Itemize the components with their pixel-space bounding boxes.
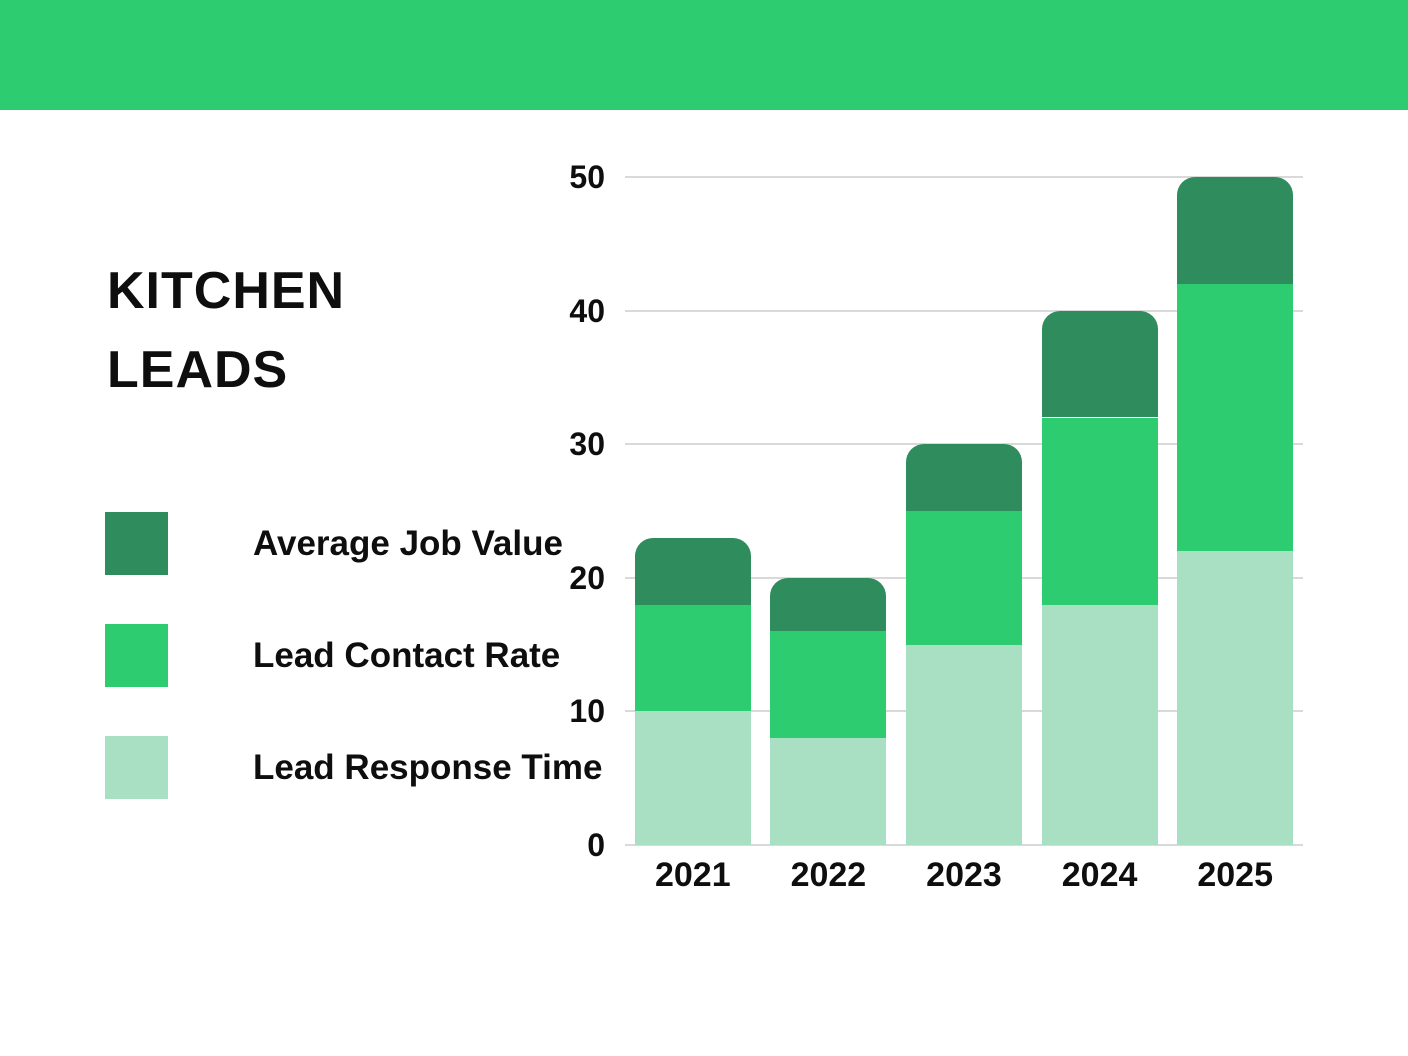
plot-area	[625, 176, 1303, 846]
bar-segment-lead-contact-rate-2022	[770, 631, 887, 739]
bar-segment-lead-contact-rate-2021	[634, 604, 751, 712]
legend-label: Average Job Value	[253, 523, 563, 563]
x-tick-label-2023: 2023	[926, 856, 1002, 894]
header-banner	[0, 0, 1408, 110]
x-tick-label-2022: 2022	[790, 856, 867, 894]
bar-segment-lead-contact-rate-2023	[906, 511, 1022, 645]
y-tick-label-50: 50	[569, 159, 605, 195]
bar-segment-average-job-value-2025	[1177, 177, 1294, 284]
y-tick-label-30: 30	[569, 426, 605, 463]
bar-2021	[634, 177, 751, 845]
x-axis-labels: 2021 2022 2023 2024 2025	[625, 853, 1303, 897]
bar-segment-average-job-value-2022	[770, 577, 887, 632]
page-title-line1: KITCHEN	[107, 262, 346, 320]
bar-segment-lead-response-time-2025	[1177, 551, 1294, 845]
y-tick-label-20: 20	[569, 559, 605, 596]
bar-2023	[906, 177, 1022, 845]
bar-segment-lead-response-time-2023	[906, 644, 1022, 845]
y-axis-labels: 0 10 20 30 40 50	[540, 160, 605, 862]
legend-item: Lead Response Time	[105, 736, 602, 799]
y-tick-label-40: 40	[569, 292, 605, 329]
bar-segment-average-job-value-2023	[906, 444, 1022, 511]
page-title: KITCHEN LEADS	[107, 252, 527, 410]
legend-item: Average Job Value	[105, 512, 575, 575]
bar-segment-lead-contact-rate-2025	[1177, 283, 1294, 552]
bar-2022	[770, 177, 887, 845]
bar-segment-lead-contact-rate-2024	[1041, 417, 1158, 605]
bar-2025	[1177, 177, 1294, 845]
y-tick-label-0: 0	[587, 827, 605, 863]
gridline-50	[625, 176, 1303, 178]
stacked-bar-chart: 0 10 20 30 40 50 2021 2022 2023 2024 2025	[540, 160, 1380, 937]
legend-item: Lead Contact Rate	[105, 624, 575, 687]
x-tick-label-2021: 2021	[654, 856, 731, 894]
chart-legend: Average Job Value Lead Contact Rate Lead R…	[105, 512, 602, 848]
gridline-0	[625, 844, 1303, 846]
bar-segment-lead-response-time-2024	[1041, 604, 1158, 845]
gridline-30	[625, 443, 1303, 446]
legend-label: Lead Response Time	[253, 747, 603, 787]
bar-segment-lead-response-time-2022	[770, 738, 887, 845]
x-tick-label-2024: 2024	[1061, 856, 1138, 894]
legend-swatch	[105, 736, 168, 799]
gridline-40	[625, 309, 1303, 312]
y-tick-label-10: 10	[569, 693, 605, 730]
legend-swatch	[105, 512, 168, 575]
legend-swatch	[105, 624, 168, 687]
page-title-line2: LEADS	[107, 341, 289, 399]
bar-2024	[1041, 177, 1158, 845]
bar-segment-lead-response-time-2021	[634, 711, 751, 845]
x-tick-label-2025: 2025	[1197, 856, 1273, 894]
legend-label: Lead Contact Rate	[253, 635, 561, 675]
bar-segment-average-job-value-2021	[634, 537, 751, 605]
bar-segment-average-job-value-2024	[1041, 310, 1158, 418]
